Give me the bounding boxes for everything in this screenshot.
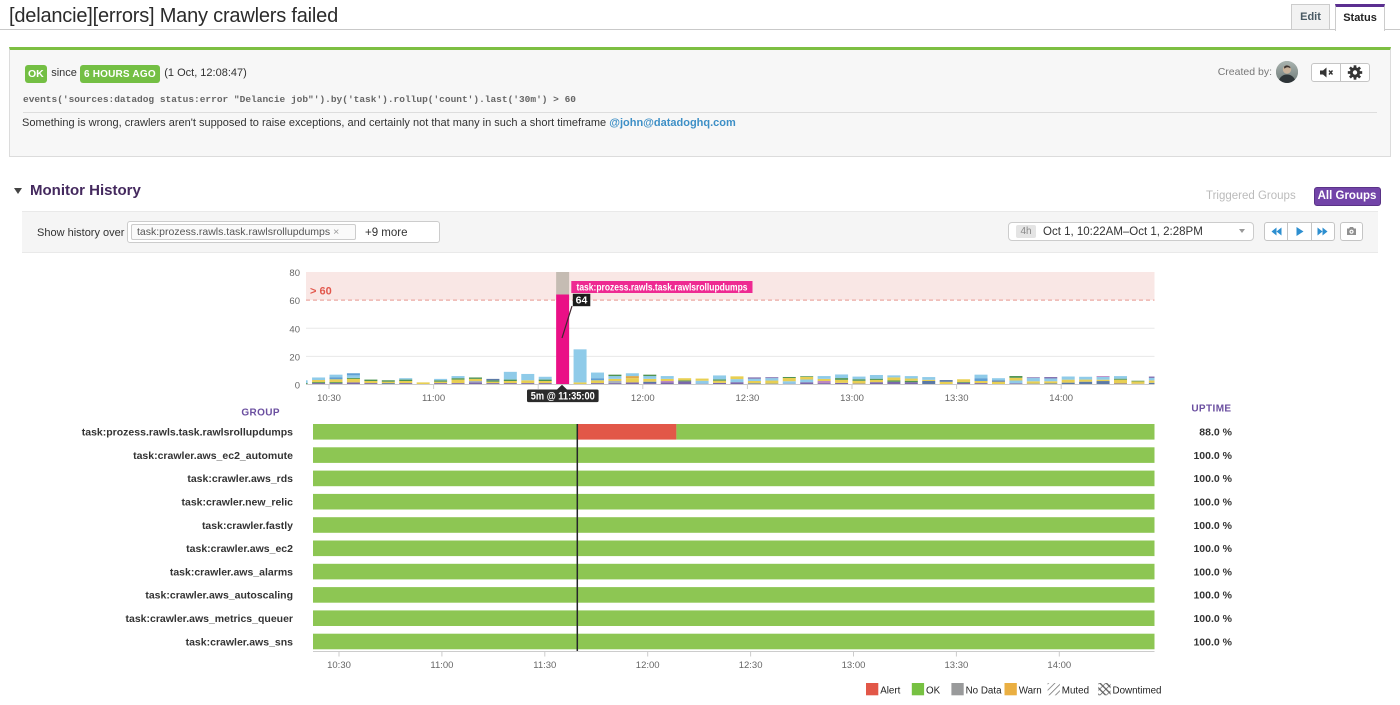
svg-text:task:crawler.aws_ec2_automute: task:crawler.aws_ec2_automute — [133, 450, 293, 462]
svg-text:88.0 %: 88.0 % — [1199, 427, 1232, 439]
svg-text:GROUP: GROUP — [241, 407, 280, 418]
svg-text:OK: OK — [926, 685, 941, 696]
svg-text:64: 64 — [576, 294, 588, 306]
svg-text:task:crawler.aws_alarms: task:crawler.aws_alarms — [170, 566, 293, 578]
svg-text:100.0 %: 100.0 % — [1193, 520, 1232, 532]
svg-text:12:00: 12:00 — [636, 660, 660, 671]
svg-text:14:00: 14:00 — [1047, 660, 1071, 671]
svg-text:12:00: 12:00 — [631, 393, 655, 404]
svg-text:task:crawler.aws_metrics_queue: task:crawler.aws_metrics_queuer — [125, 613, 293, 625]
svg-text:Warn: Warn — [1019, 685, 1042, 696]
svg-text:task:crawler.new_relic: task:crawler.new_relic — [182, 497, 294, 509]
svg-text:100.0 %: 100.0 % — [1193, 473, 1232, 485]
svg-text:100.0 %: 100.0 % — [1193, 613, 1232, 625]
svg-text:Muted: Muted — [1062, 685, 1089, 696]
svg-text:100.0 %: 100.0 % — [1193, 497, 1232, 509]
svg-text:task:prozess.rawls.task.rawlsr: task:prozess.rawls.task.rawlsrollupdumps — [577, 282, 748, 294]
svg-text:0: 0 — [295, 381, 300, 392]
svg-text:60: 60 — [289, 296, 300, 307]
svg-text:task:crawler.aws_rds: task:crawler.aws_rds — [187, 473, 293, 485]
svg-text:Alert: Alert — [880, 685, 900, 696]
svg-text:No Data: No Data — [966, 685, 1002, 696]
svg-text:13:00: 13:00 — [840, 393, 864, 404]
svg-text:task:crawler.fastly: task:crawler.fastly — [202, 520, 293, 532]
svg-text:task:crawler.aws_sns: task:crawler.aws_sns — [186, 636, 294, 648]
svg-text:10:30: 10:30 — [327, 660, 351, 671]
svg-text:12:30: 12:30 — [739, 660, 763, 671]
svg-text:11:30: 11:30 — [533, 660, 556, 671]
svg-text:20: 20 — [289, 352, 300, 363]
svg-text:13:30: 13:30 — [945, 393, 969, 404]
svg-text:11:00: 11:00 — [422, 393, 445, 404]
svg-text:100.0 %: 100.0 % — [1193, 543, 1232, 555]
svg-text:UPTIME: UPTIME — [1191, 404, 1231, 415]
svg-text:task:prozess.rawls.task.rawlsr: task:prozess.rawls.task.rawlsrollupdumps — [82, 427, 293, 439]
svg-text:task:crawler.aws_ec2: task:crawler.aws_ec2 — [186, 543, 293, 555]
svg-text:13:30: 13:30 — [945, 660, 969, 671]
svg-text:5m @ 11:35:00: 5m @ 11:35:00 — [531, 391, 595, 403]
svg-text:80: 80 — [289, 268, 300, 279]
svg-text:40: 40 — [289, 324, 300, 335]
svg-text:100.0 %: 100.0 % — [1193, 566, 1232, 578]
svg-text:10:30: 10:30 — [317, 393, 341, 404]
svg-text:100.0 %: 100.0 % — [1193, 636, 1232, 648]
svg-text:14:00: 14:00 — [1049, 393, 1073, 404]
svg-text:100.0 %: 100.0 % — [1193, 450, 1232, 462]
svg-text:11:00: 11:00 — [430, 660, 453, 671]
svg-text:12:30: 12:30 — [736, 393, 760, 404]
svg-text:task:crawler.aws_autoscaling: task:crawler.aws_autoscaling — [145, 590, 293, 602]
svg-text:13:00: 13:00 — [842, 660, 866, 671]
svg-text:Downtimed: Downtimed — [1113, 685, 1162, 696]
svg-text:> 60: > 60 — [310, 286, 332, 298]
svg-text:100.0 %: 100.0 % — [1193, 590, 1232, 602]
